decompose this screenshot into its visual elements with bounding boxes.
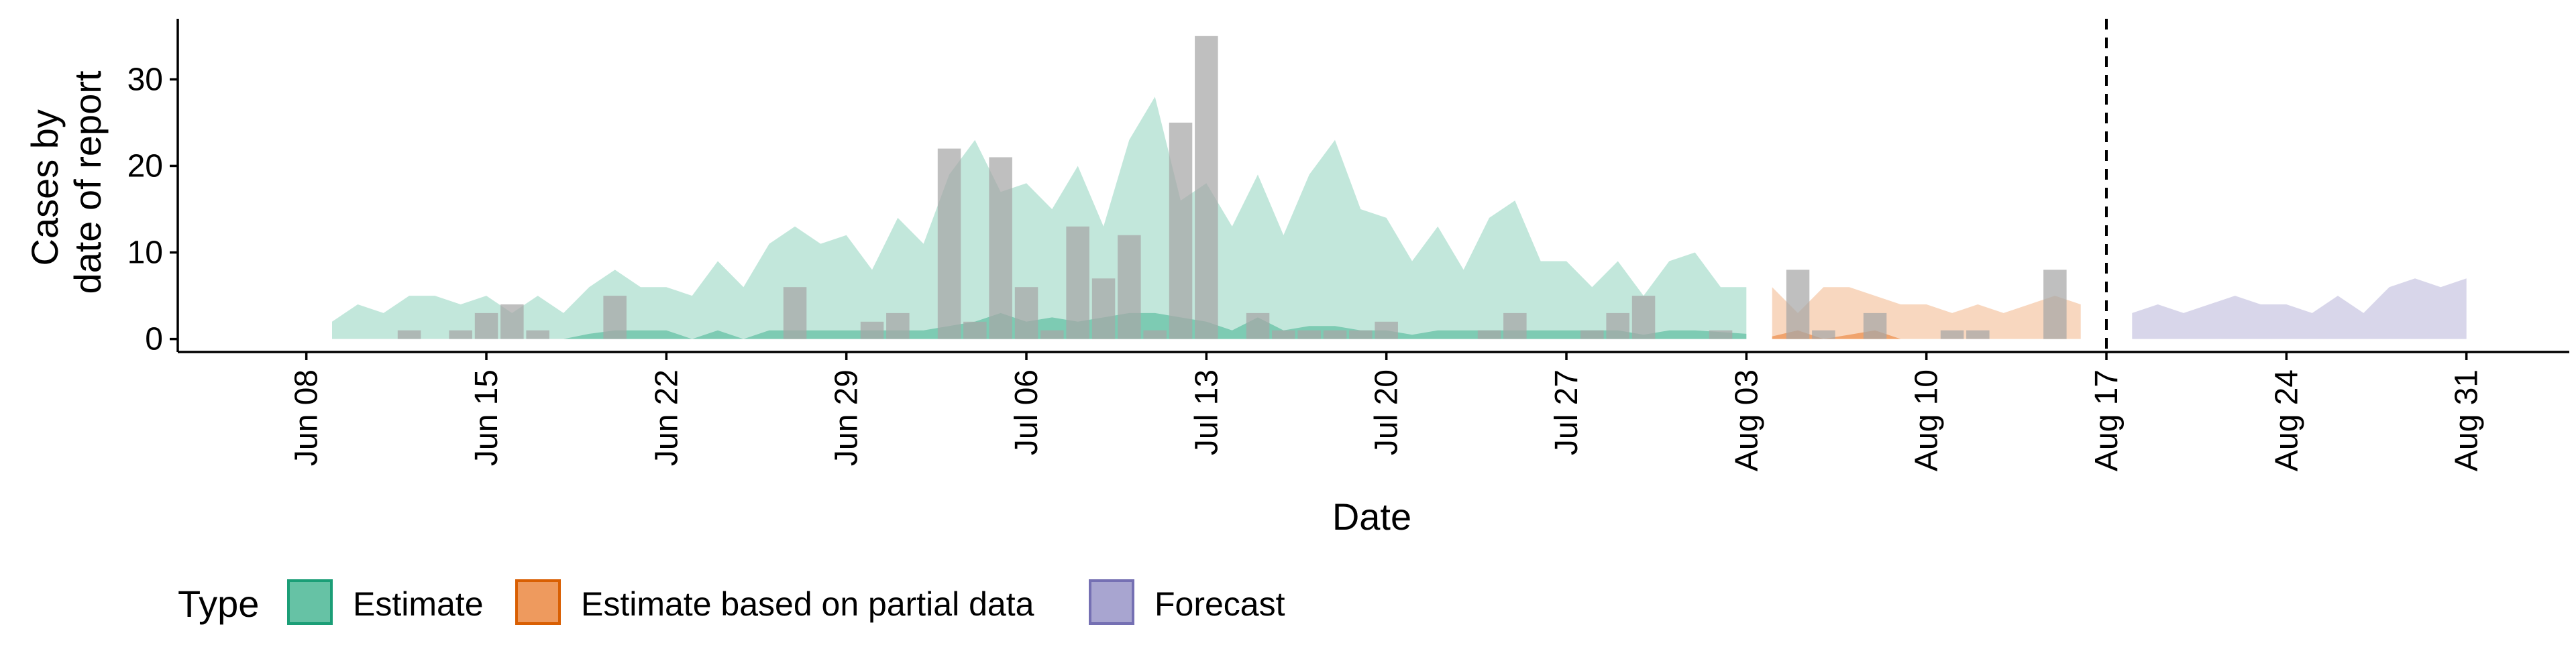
reported-cases-bar [1580,330,1604,339]
reported-cases-bar [783,287,807,339]
reported-cases-bar [1246,312,1270,339]
legend-entry-label: Forecast [1155,585,1285,623]
y-axis-ticks: 0 10 20 30 [127,62,178,357]
reported-cases-bar [603,296,627,339]
reported-cases-bar [1786,270,1810,339]
x-tick-label: Jul 27 [1549,369,1585,455]
x-tick-label: Aug 31 [2449,369,2485,471]
x-tick-label: Aug 10 [1909,369,1945,471]
x-axis-ticks: Jun 08 Jun 15 Jun 22 Jun 29 Jul 06 Jul 13 Jul … [289,352,2485,471]
y-tick-label: 0 [145,322,163,357]
reported-cases-bar [1940,330,1964,339]
reported-cases-bar [1709,330,1733,339]
y-axis-title-line-1: Cases by [23,109,66,266]
x-tick-label: Jun 15 [469,369,504,466]
reported-cases-bar [1606,312,1629,339]
reported-cases-bar [963,321,987,339]
reported-cases-bar [1966,330,1990,339]
legend-title: Type [178,583,259,625]
reported-cases-bar [860,321,884,339]
y-tick-label: 20 [127,148,163,184]
reported-cases-bar [1631,296,1656,339]
reported-cases-bar [1195,36,1218,339]
reported-cases-bar [1323,330,1347,339]
reported-cases-bar [1272,330,1295,339]
reported-cases-bar [500,304,524,339]
reported-cases-bar [1143,330,1167,339]
reported-cases-bar [1477,330,1501,339]
legend-entry-label: Estimate [353,585,484,623]
y-tick-label: 30 [127,62,163,97]
band-forecast-0 [2132,278,2467,339]
reported-cases-bar [1349,330,1373,339]
band-layer [332,97,2467,339]
x-tick-label: Jun 29 [829,369,865,466]
reported-cases-bar [989,157,1012,339]
legend-entry-label: Estimate based on partial data [581,585,1034,623]
reported-cases-bar [397,330,421,339]
band-estimate-0 [332,97,1747,339]
x-tick-label: Aug 24 [2269,369,2304,471]
x-tick-label: Aug 03 [1729,369,1764,471]
x-axis-title: Date [1332,495,1411,538]
x-tick-label: Jul 20 [1369,369,1405,455]
reported-cases-bar [937,148,961,339]
y-axis-title: Cases by date of report [23,70,109,294]
reported-cases-bar [1066,226,1089,339]
reported-cases-bar [1118,235,1141,339]
reported-cases-bar [1091,278,1116,339]
reported-cases-bar [1014,287,1038,339]
reported-cases-bar [474,312,498,339]
reported-cases-layer [397,36,2067,339]
reported-cases-bar [1169,122,1193,339]
reported-cases-bar [886,312,910,339]
reported-cases-bar [1863,312,1887,339]
reported-cases-bar [1375,321,1398,339]
x-tick-label: Jul 06 [1009,369,1044,455]
legend-key-swatch [287,579,333,625]
x-tick-label: Jun 22 [649,369,684,466]
reported-cases-bar [1812,330,1835,339]
reported-cases-bar [1040,330,1064,339]
legend-entries: Estimate Estimate based on partial data Fo… [287,579,1285,625]
x-tick-label: Jun 08 [289,369,325,466]
legend: Type Estimate Estimate based on partial d… [178,579,1285,625]
reported-cases-bar [1297,330,1321,339]
x-tick-label: Aug 17 [2089,369,2125,471]
x-tick-label: Jul 13 [1189,369,1224,455]
reported-cases-bar [2043,270,2067,339]
y-axis-title-line-2: date of report [66,70,109,294]
legend-key-swatch [1089,579,1134,625]
y-tick-label: 10 [127,235,163,271]
legend-key-swatch [515,579,561,625]
reported-cases-bar [526,330,549,339]
band-estimate-based-on-partial-data-1 [1772,330,1927,339]
reported-cases-bar [1503,312,1527,339]
reported-cases-bar [449,330,472,339]
band-estimate-based-on-partial-data-0 [1772,287,2081,339]
